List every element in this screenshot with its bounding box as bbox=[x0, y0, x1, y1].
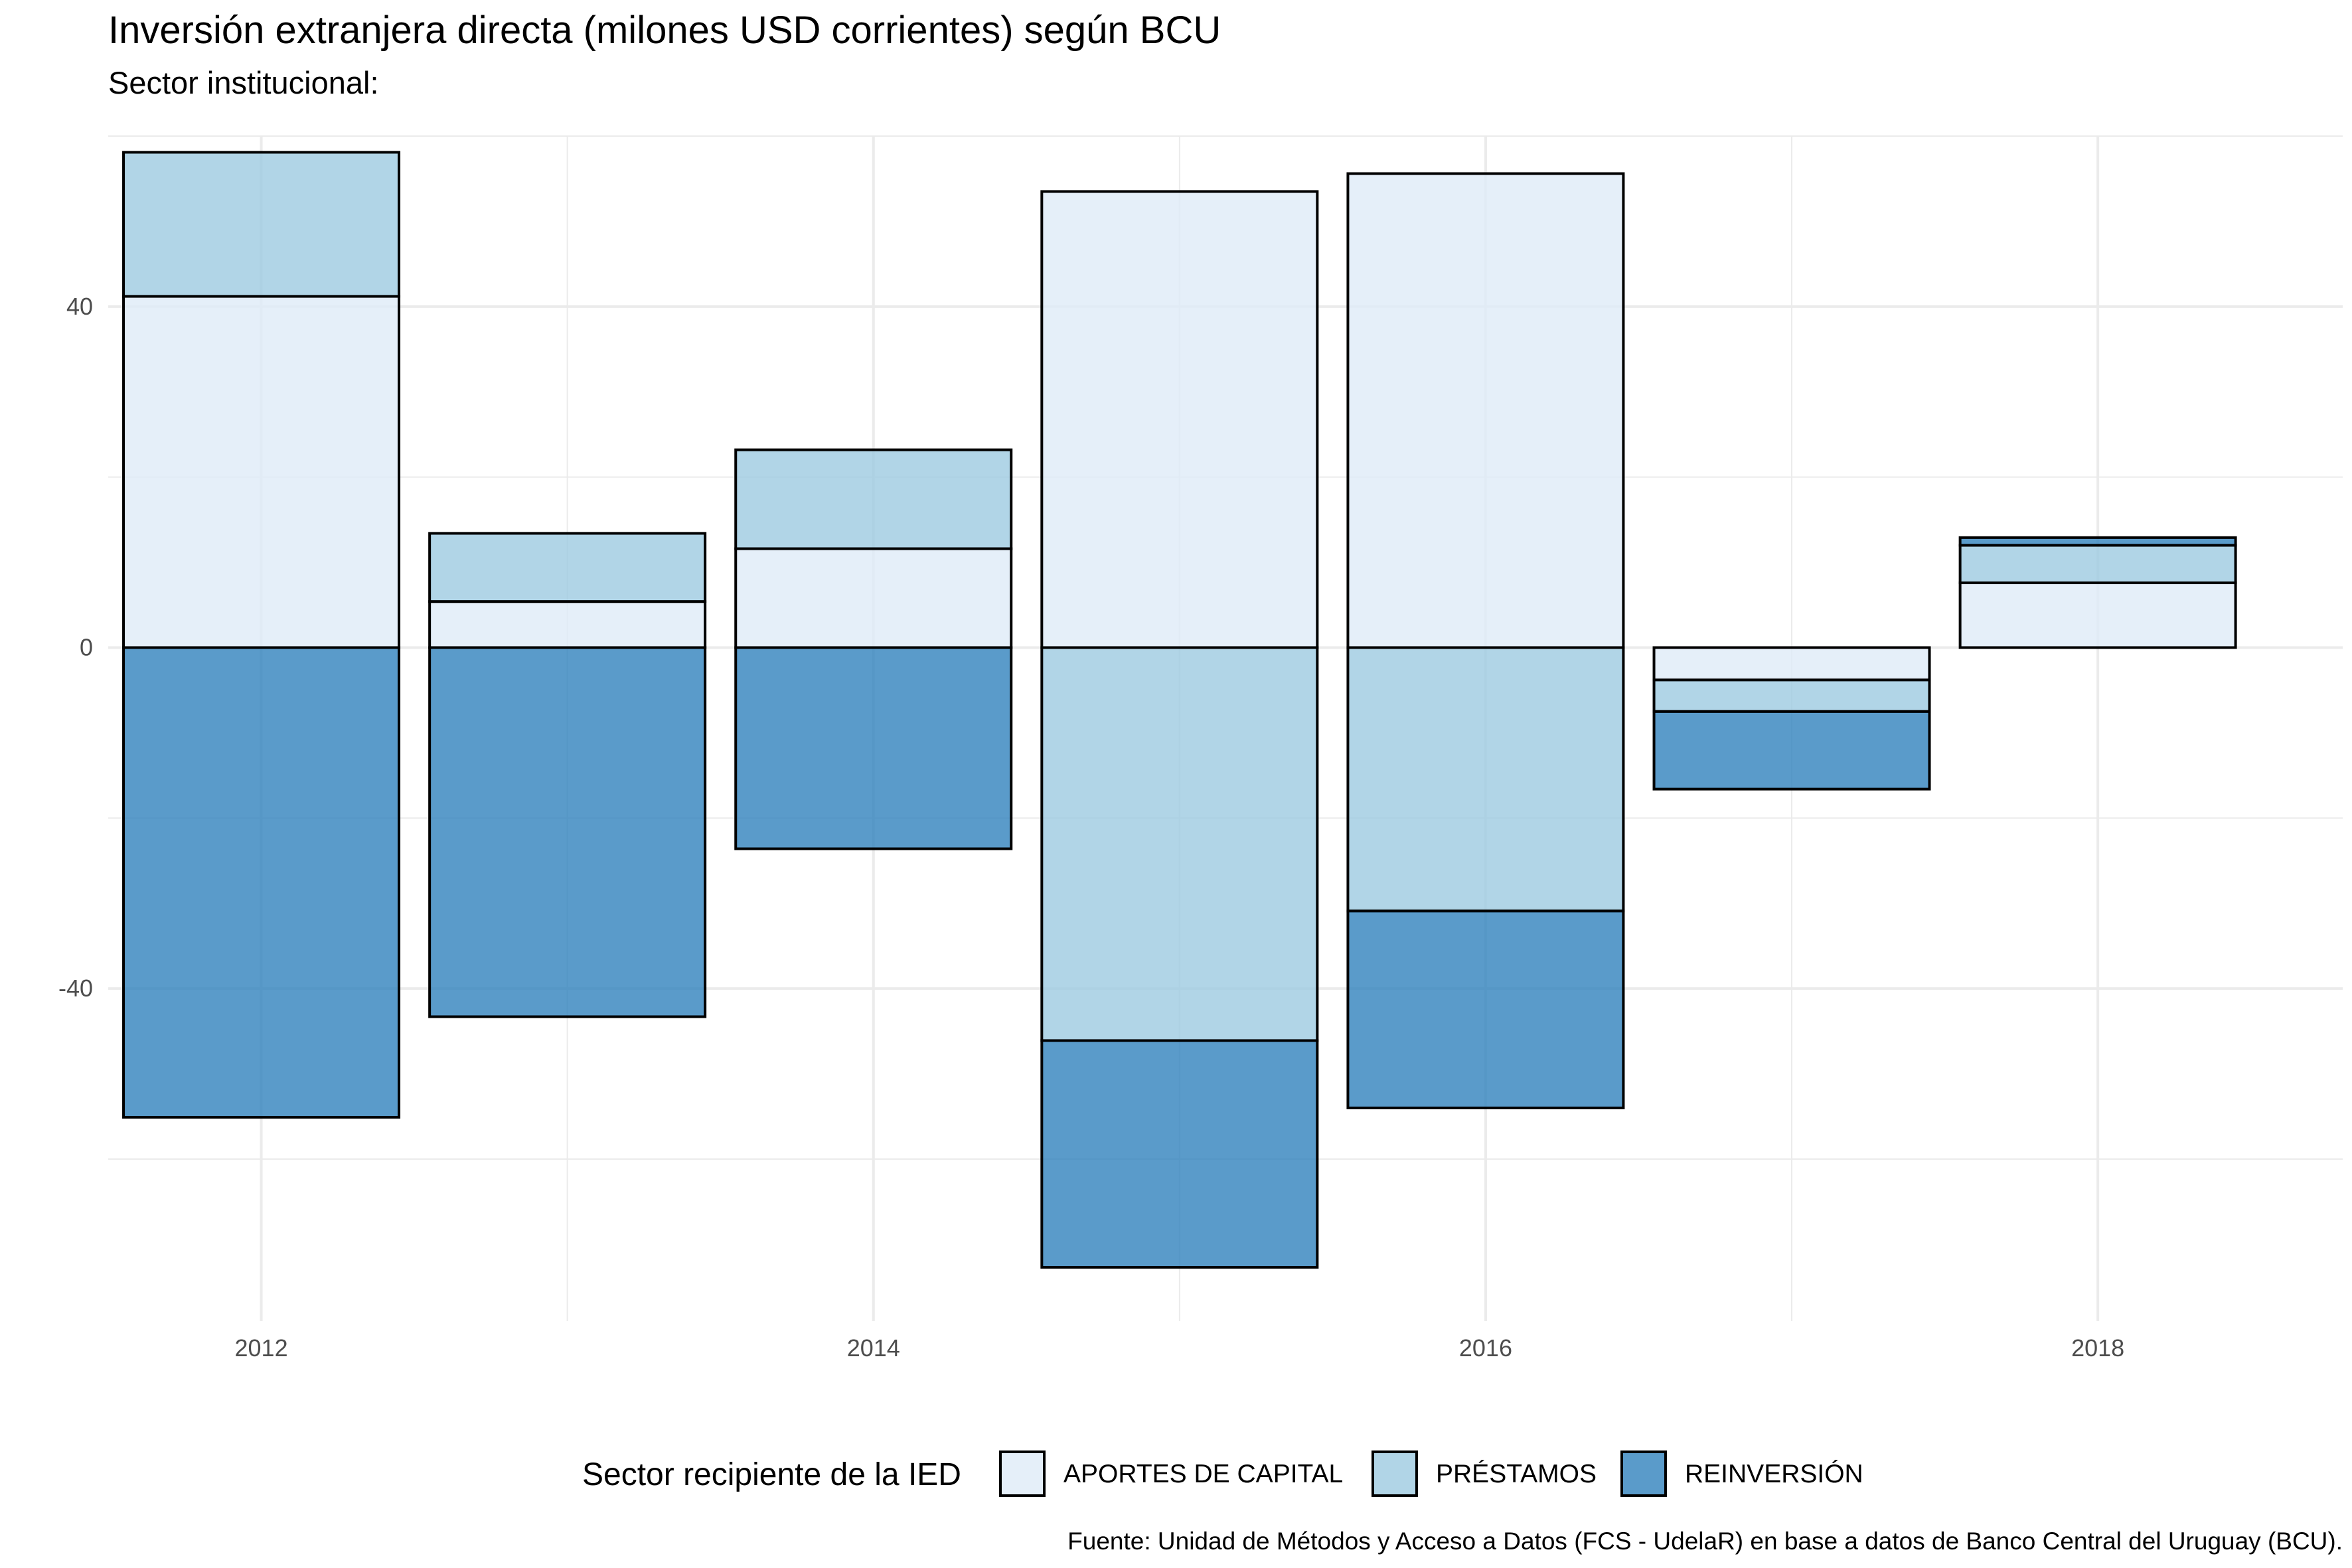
bar-segment bbox=[1040, 646, 1319, 1042]
bar-segment bbox=[734, 448, 1013, 550]
bar-segment bbox=[1958, 581, 2237, 649]
y-tick-label: 0 bbox=[80, 634, 93, 661]
legend-key bbox=[999, 1450, 1046, 1497]
bar-segment bbox=[1652, 646, 1931, 682]
bar-segment bbox=[1652, 678, 1931, 713]
legend-title: Sector recipiente de la IED bbox=[582, 1457, 961, 1492]
bar-segment bbox=[1040, 1039, 1319, 1269]
bar-segment bbox=[122, 646, 401, 1119]
legend: Sector recipiente de la IED APORTES DE C… bbox=[582, 1450, 1863, 1497]
bar-segment bbox=[122, 151, 401, 298]
legend-key bbox=[1620, 1450, 1667, 1497]
y-tick-label: -40 bbox=[58, 975, 93, 1002]
y-axis: 40 0 -40 bbox=[58, 293, 93, 1002]
bar-segment bbox=[1346, 909, 1625, 1109]
x-tick-label: 2012 bbox=[235, 1334, 288, 1362]
bar-segment bbox=[734, 646, 1013, 850]
bar-segment bbox=[1346, 646, 1625, 913]
y-tick-label: 40 bbox=[66, 293, 93, 320]
bar-segment bbox=[1040, 190, 1319, 649]
bar-segment bbox=[428, 600, 707, 649]
bar-segment bbox=[1346, 172, 1625, 649]
bar-segment bbox=[1652, 710, 1931, 791]
legend-label: REINVERSIÓN bbox=[1685, 1460, 1863, 1488]
x-tick-label: 2014 bbox=[847, 1334, 900, 1362]
bar-segment bbox=[1958, 536, 2237, 547]
x-tick-label: 2018 bbox=[2071, 1334, 2124, 1362]
legend-label: PRÉSTAMOS bbox=[1436, 1460, 1597, 1488]
legend-label: APORTES DE CAPITAL bbox=[1063, 1460, 1343, 1488]
legend-key bbox=[1372, 1450, 1418, 1497]
bar-segment bbox=[428, 646, 707, 1018]
bars bbox=[122, 151, 2237, 1269]
x-tick-label: 2016 bbox=[1459, 1334, 1512, 1362]
bar-segment bbox=[428, 532, 707, 603]
bar-segment bbox=[122, 295, 401, 649]
chart-title: Inversión extranjera directa (milones US… bbox=[108, 9, 1221, 52]
x-axis: 2012 2014 2016 2018 bbox=[235, 1334, 2125, 1362]
chart-caption: Fuente: Unidad de Métodos y Acceso a Dat… bbox=[1067, 1528, 2343, 1555]
chart-subtitle: Sector institucional: bbox=[108, 65, 379, 100]
bar-segment bbox=[734, 547, 1013, 649]
bar-segment bbox=[1958, 544, 2237, 584]
